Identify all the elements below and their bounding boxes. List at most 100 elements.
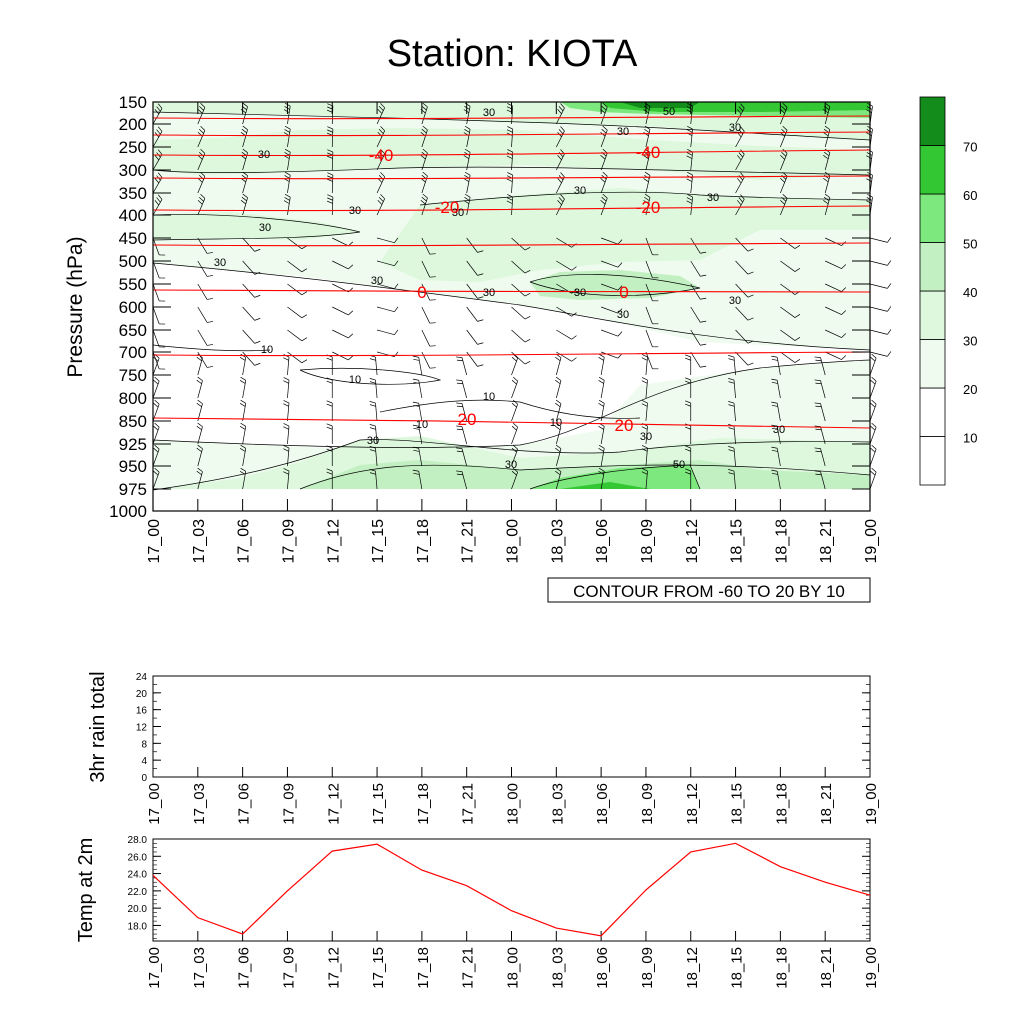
rain-tick-label: 24 — [136, 672, 148, 683]
colorbar-label: 60 — [963, 188, 977, 203]
wind-barb — [870, 306, 891, 311]
fill-contour-label: 30 — [214, 257, 226, 269]
time-tick-label: 17_12 — [325, 519, 342, 564]
pressure-tick-label: 1000 — [109, 502, 147, 521]
colorbar-box — [920, 97, 945, 146]
fill-contour-label: 30 — [729, 295, 741, 307]
pressure-tick-label: 300 — [119, 161, 147, 180]
temp-time-label: 18_15 — [729, 947, 746, 989]
rain-time-label: 18_00 — [505, 783, 522, 825]
temp-time-label: 19_00 — [863, 947, 880, 989]
temp-time-label: 18_21 — [818, 947, 835, 989]
colorbar-box — [920, 194, 945, 243]
isotherm-label: 0 — [417, 283, 426, 302]
temp-tick-label: 28.0 — [128, 835, 148, 846]
isotherm-label: -20 — [435, 198, 460, 217]
wind-barb — [870, 354, 876, 375]
fill-contour-label: 10 — [483, 391, 495, 403]
rain-time-label: 17_09 — [280, 783, 297, 825]
colorbar-label: 70 — [963, 140, 977, 155]
fill-contour-label: 30 — [617, 126, 629, 138]
fill-contour-label: 10 — [416, 419, 428, 431]
time-tick-label: 17_06 — [236, 519, 253, 564]
time-tick-label: 17_00 — [146, 519, 163, 564]
pressure-tick-label: 700 — [119, 343, 147, 362]
colorbar-box — [920, 340, 945, 389]
isotherm-label: 20 — [458, 410, 477, 429]
pressure-tick-label: 925 — [119, 435, 147, 454]
pressure-axis-label: Pressure (hPa) — [64, 236, 87, 377]
rain-time-label: 17_00 — [146, 783, 163, 825]
time-tick-label: 18_15 — [729, 519, 746, 564]
temp-time-label: 17_09 — [280, 947, 297, 989]
time-tick-label: 18_00 — [505, 519, 522, 564]
wind-barb — [870, 283, 891, 288]
time-tick-label: 19_00 — [863, 519, 880, 564]
fill-contour-label: 30 — [371, 275, 383, 287]
temp-time-label: 18_03 — [549, 947, 566, 989]
fill-contour-label: 30 — [707, 192, 719, 204]
time-tick-label: 18_09 — [639, 519, 656, 564]
fill-contour-label: 30 — [505, 459, 517, 471]
temp-time-label: 18_18 — [773, 947, 790, 989]
contour-note: CONTOUR FROM -60 TO 20 BY 10 — [573, 582, 845, 601]
colorbar-box — [920, 388, 945, 437]
pressure-tick-label: 550 — [119, 275, 147, 294]
fill-contour-label: 50 — [673, 459, 685, 471]
rain-time-label: 17_18 — [415, 783, 432, 825]
fill-contour-label: 30 — [773, 424, 785, 436]
temp-tick-label: 18.0 — [128, 921, 148, 932]
fill-contour-label: 10 — [550, 417, 562, 429]
wind-barb — [870, 377, 876, 398]
isotherm-label: -20 — [636, 198, 661, 217]
colorbar-box — [920, 146, 945, 195]
rain-time-label: 18_18 — [773, 783, 790, 825]
temp-time-label: 17_21 — [460, 947, 477, 989]
time-tick-label: 17_09 — [280, 519, 297, 564]
fill-contour-label: 30 — [258, 149, 270, 161]
fill-contour-label: 10 — [261, 344, 273, 356]
pressure-tick-label: 650 — [119, 321, 147, 340]
rain-time-label: 17_06 — [236, 783, 253, 825]
wind-barb — [870, 445, 876, 466]
pressure-tick-label: 150 — [119, 93, 147, 112]
temp-time-label: 17_06 — [236, 947, 253, 989]
time-tick-label: 17_15 — [370, 519, 387, 564]
fill-contour-label: 30 — [367, 435, 379, 447]
temp-tick-label: 26.0 — [128, 852, 148, 863]
rain-time-label: 19_00 — [863, 783, 880, 825]
time-tick-label: 18_21 — [818, 519, 835, 564]
wind-barb — [870, 468, 876, 489]
wind-barb — [870, 329, 891, 334]
fill-contour-label: 30 — [574, 185, 586, 197]
pressure-tick-label: 250 — [119, 138, 147, 157]
rain-time-label: 17_21 — [460, 783, 477, 825]
temp-time-label: 18_09 — [639, 947, 656, 989]
time-tick-label: 18_18 — [773, 519, 790, 564]
colorbar-label: 10 — [963, 431, 977, 446]
rain-time-label: 18_15 — [729, 783, 746, 825]
rain-frame — [153, 676, 870, 777]
colorbar-box — [920, 243, 945, 292]
wind-barb — [870, 400, 876, 421]
rain-time-label: 17_03 — [191, 783, 208, 825]
isotherm-label: -40 — [369, 146, 394, 165]
temp-time-label: 18_06 — [594, 947, 611, 989]
fill-contour-label: 30 — [483, 287, 495, 299]
temp-time-label: 18_00 — [505, 947, 522, 989]
rain-time-label: 18_06 — [594, 783, 611, 825]
temp-frame — [153, 839, 870, 941]
time-tick-label: 17_18 — [415, 519, 432, 564]
time-tick-label: 17_03 — [191, 519, 208, 564]
chart-title: Station: KIOTA — [387, 33, 638, 75]
pressure-tick-label: 600 — [119, 298, 147, 317]
fill-contour-label: 50 — [663, 106, 675, 118]
temp-series-line — [153, 843, 870, 935]
wind-barb — [870, 237, 891, 242]
pressure-tick-label: 975 — [119, 480, 147, 499]
